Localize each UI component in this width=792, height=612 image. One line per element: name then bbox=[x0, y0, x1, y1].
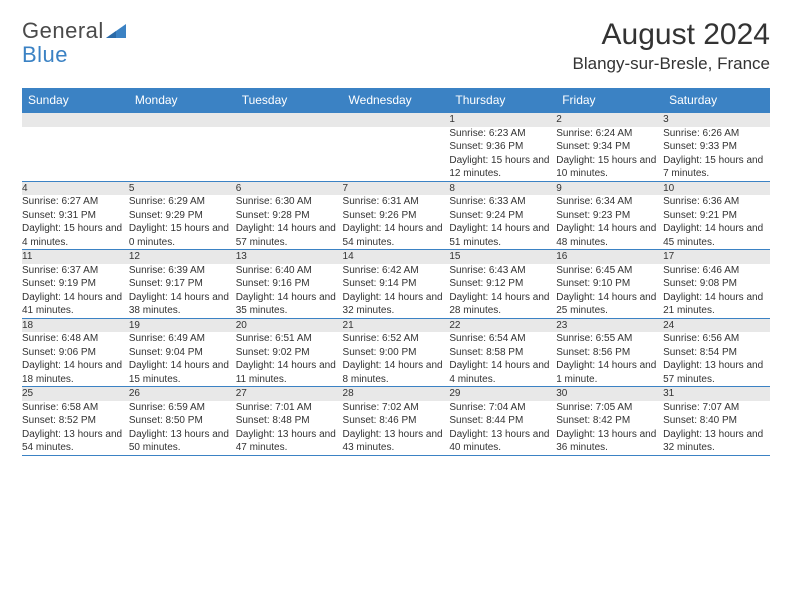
day-detail bbox=[22, 127, 129, 182]
day-number: 13 bbox=[236, 250, 343, 264]
day-detail: Sunrise: 6:55 AMSunset: 8:56 PMDaylight:… bbox=[556, 332, 663, 387]
day-detail: Sunrise: 6:31 AMSunset: 9:26 PMDaylight:… bbox=[343, 195, 450, 250]
day-number: 25 bbox=[22, 387, 129, 401]
day-number: 16 bbox=[556, 250, 663, 264]
day-detail: Sunrise: 6:34 AMSunset: 9:23 PMDaylight:… bbox=[556, 195, 663, 250]
day-header: Tuesday bbox=[236, 88, 343, 113]
day-number bbox=[236, 113, 343, 127]
day-detail: Sunrise: 6:37 AMSunset: 9:19 PMDaylight:… bbox=[22, 264, 129, 319]
day-detail: Sunrise: 7:04 AMSunset: 8:44 PMDaylight:… bbox=[449, 401, 556, 456]
day-detail: Sunrise: 6:56 AMSunset: 8:54 PMDaylight:… bbox=[663, 332, 770, 387]
day-detail: Sunrise: 6:23 AMSunset: 9:36 PMDaylight:… bbox=[449, 127, 556, 182]
day-number: 4 bbox=[22, 181, 129, 195]
day-number: 24 bbox=[663, 318, 770, 332]
day-number: 20 bbox=[236, 318, 343, 332]
day-number bbox=[129, 113, 236, 127]
logo-blue: Blue bbox=[22, 45, 126, 66]
day-detail: Sunrise: 6:30 AMSunset: 9:28 PMDaylight:… bbox=[236, 195, 343, 250]
day-number-row: 123 bbox=[22, 113, 770, 127]
day-number: 3 bbox=[663, 113, 770, 127]
day-detail-row: Sunrise: 6:23 AMSunset: 9:36 PMDaylight:… bbox=[22, 127, 770, 182]
day-detail: Sunrise: 6:51 AMSunset: 9:02 PMDaylight:… bbox=[236, 332, 343, 387]
day-detail-row: Sunrise: 6:27 AMSunset: 9:31 PMDaylight:… bbox=[22, 195, 770, 250]
title-block: August 2024 Blangy-sur-Bresle, France bbox=[573, 18, 770, 74]
day-number: 2 bbox=[556, 113, 663, 127]
day-detail-row: Sunrise: 6:37 AMSunset: 9:19 PMDaylight:… bbox=[22, 264, 770, 319]
day-detail: Sunrise: 6:49 AMSunset: 9:04 PMDaylight:… bbox=[129, 332, 236, 387]
day-detail: Sunrise: 7:01 AMSunset: 8:48 PMDaylight:… bbox=[236, 401, 343, 456]
day-header: Wednesday bbox=[343, 88, 450, 113]
day-number: 22 bbox=[449, 318, 556, 332]
day-number: 18 bbox=[22, 318, 129, 332]
day-detail-row: Sunrise: 6:48 AMSunset: 9:06 PMDaylight:… bbox=[22, 332, 770, 387]
day-header: Monday bbox=[129, 88, 236, 113]
location: Blangy-sur-Bresle, France bbox=[573, 54, 770, 74]
day-number: 10 bbox=[663, 181, 770, 195]
day-detail: Sunrise: 6:26 AMSunset: 9:33 PMDaylight:… bbox=[663, 127, 770, 182]
header: General Blue August 2024 Blangy-sur-Bres… bbox=[22, 18, 770, 74]
day-number: 8 bbox=[449, 181, 556, 195]
day-detail: Sunrise: 7:07 AMSunset: 8:40 PMDaylight:… bbox=[663, 401, 770, 456]
day-number: 26 bbox=[129, 387, 236, 401]
day-number: 21 bbox=[343, 318, 450, 332]
day-number: 14 bbox=[343, 250, 450, 264]
day-number: 19 bbox=[129, 318, 236, 332]
day-detail: Sunrise: 6:59 AMSunset: 8:50 PMDaylight:… bbox=[129, 401, 236, 456]
day-detail: Sunrise: 6:45 AMSunset: 9:10 PMDaylight:… bbox=[556, 264, 663, 319]
day-number: 29 bbox=[449, 387, 556, 401]
day-detail: Sunrise: 7:02 AMSunset: 8:46 PMDaylight:… bbox=[343, 401, 450, 456]
day-detail: Sunrise: 6:40 AMSunset: 9:16 PMDaylight:… bbox=[236, 264, 343, 319]
day-detail bbox=[343, 127, 450, 182]
day-number-row: 18192021222324 bbox=[22, 318, 770, 332]
day-header: Saturday bbox=[663, 88, 770, 113]
day-detail: Sunrise: 6:46 AMSunset: 9:08 PMDaylight:… bbox=[663, 264, 770, 319]
day-number: 23 bbox=[556, 318, 663, 332]
day-number: 6 bbox=[236, 181, 343, 195]
day-number: 1 bbox=[449, 113, 556, 127]
day-header: Friday bbox=[556, 88, 663, 113]
day-detail: Sunrise: 6:27 AMSunset: 9:31 PMDaylight:… bbox=[22, 195, 129, 250]
day-number-row: 11121314151617 bbox=[22, 250, 770, 264]
day-detail: Sunrise: 6:29 AMSunset: 9:29 PMDaylight:… bbox=[129, 195, 236, 250]
day-number: 28 bbox=[343, 387, 450, 401]
day-number: 7 bbox=[343, 181, 450, 195]
day-detail: Sunrise: 6:42 AMSunset: 9:14 PMDaylight:… bbox=[343, 264, 450, 319]
day-detail: Sunrise: 6:58 AMSunset: 8:52 PMDaylight:… bbox=[22, 401, 129, 456]
day-number: 27 bbox=[236, 387, 343, 401]
logo: General Blue bbox=[22, 18, 126, 66]
day-detail bbox=[129, 127, 236, 182]
day-number: 5 bbox=[129, 181, 236, 195]
day-number: 12 bbox=[129, 250, 236, 264]
day-header-row: Sunday Monday Tuesday Wednesday Thursday… bbox=[22, 88, 770, 113]
day-detail-row: Sunrise: 6:58 AMSunset: 8:52 PMDaylight:… bbox=[22, 401, 770, 456]
day-detail: Sunrise: 6:24 AMSunset: 9:34 PMDaylight:… bbox=[556, 127, 663, 182]
logo-triangle-icon bbox=[106, 24, 126, 45]
day-detail: Sunrise: 6:52 AMSunset: 9:00 PMDaylight:… bbox=[343, 332, 450, 387]
day-detail: Sunrise: 6:36 AMSunset: 9:21 PMDaylight:… bbox=[663, 195, 770, 250]
logo-general: General bbox=[22, 18, 104, 43]
day-number-row: 45678910 bbox=[22, 181, 770, 195]
month-title: August 2024 bbox=[573, 18, 770, 52]
day-number bbox=[22, 113, 129, 127]
day-detail: Sunrise: 6:43 AMSunset: 9:12 PMDaylight:… bbox=[449, 264, 556, 319]
day-detail: Sunrise: 6:39 AMSunset: 9:17 PMDaylight:… bbox=[129, 264, 236, 319]
day-detail: Sunrise: 7:05 AMSunset: 8:42 PMDaylight:… bbox=[556, 401, 663, 456]
day-detail: Sunrise: 6:33 AMSunset: 9:24 PMDaylight:… bbox=[449, 195, 556, 250]
day-detail: Sunrise: 6:48 AMSunset: 9:06 PMDaylight:… bbox=[22, 332, 129, 387]
day-number bbox=[343, 113, 450, 127]
calendar: Sunday Monday Tuesday Wednesday Thursday… bbox=[22, 88, 770, 456]
day-number: 31 bbox=[663, 387, 770, 401]
day-number: 30 bbox=[556, 387, 663, 401]
day-detail bbox=[236, 127, 343, 182]
day-number: 11 bbox=[22, 250, 129, 264]
day-number: 9 bbox=[556, 181, 663, 195]
day-number: 15 bbox=[449, 250, 556, 264]
day-number: 17 bbox=[663, 250, 770, 264]
day-detail: Sunrise: 6:54 AMSunset: 8:58 PMDaylight:… bbox=[449, 332, 556, 387]
day-number-row: 25262728293031 bbox=[22, 387, 770, 401]
day-header: Thursday bbox=[449, 88, 556, 113]
day-header: Sunday bbox=[22, 88, 129, 113]
